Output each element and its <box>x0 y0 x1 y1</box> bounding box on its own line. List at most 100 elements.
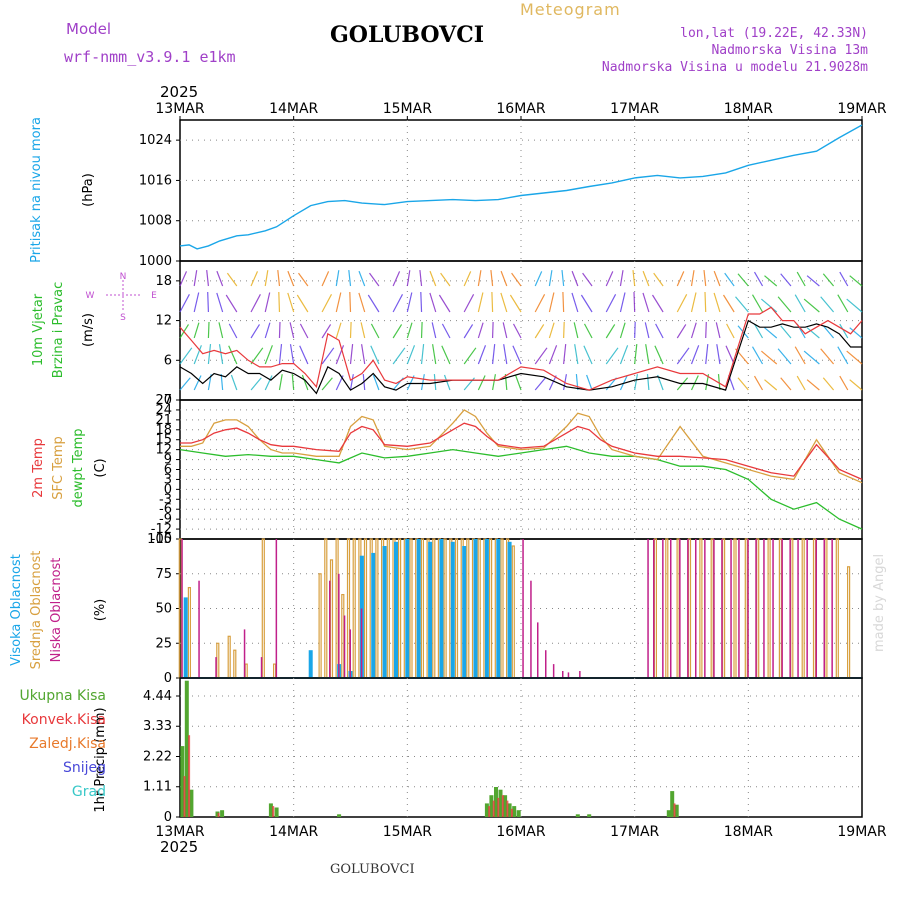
cloud-bar <box>466 538 470 679</box>
wind-arrow <box>296 294 309 313</box>
wind-arrow <box>651 294 664 313</box>
wind-arrow <box>753 271 764 287</box>
wind-arrow <box>438 294 451 313</box>
cloud-ylabel-mid: Srednja Oblacnost <box>29 551 44 670</box>
precipitation-frame <box>179 677 863 818</box>
precipitation-panel: 0 1.11 2.22 3.33 4.44 <box>143 677 863 825</box>
wind-arrow <box>713 270 721 287</box>
wind-unit: (m/s) <box>81 313 96 347</box>
y-tick-label: 75 <box>155 567 172 582</box>
wind-arrow <box>193 322 200 339</box>
cloud-bar <box>360 608 363 678</box>
wind-arrow <box>220 374 224 391</box>
wind-arrow <box>676 294 688 313</box>
precip-total-bar <box>220 810 225 817</box>
wind-arrow <box>372 374 380 391</box>
wind-arrow <box>753 323 764 339</box>
cloud-bar <box>484 539 489 678</box>
wind-arrow <box>250 347 264 365</box>
cloud-bar <box>382 546 387 678</box>
cloud-bar <box>386 538 390 679</box>
cloud-bar <box>273 663 277 679</box>
wind-arrow <box>463 271 472 287</box>
precip-convective-bar <box>492 800 495 817</box>
wind-arrow <box>737 377 749 391</box>
pressure-frame <box>179 119 863 262</box>
wind-arrow <box>179 324 190 339</box>
cloud-bar <box>420 538 424 679</box>
wind-arrow <box>349 321 352 339</box>
cloud-bar <box>801 538 805 679</box>
wind-arrow <box>503 344 508 365</box>
wind-arrow <box>441 323 451 339</box>
precip-convective-bar <box>510 808 513 817</box>
wind-arrow <box>298 272 309 287</box>
wind-ylabel-1: 10m Vjetar <box>31 293 46 366</box>
cloud-bar <box>530 580 532 678</box>
wind-arrow <box>846 298 863 313</box>
y-tick-label: 0 <box>164 393 172 408</box>
y-tick-label: 2.22 <box>143 749 172 764</box>
compass-n: N <box>120 272 127 282</box>
precip-total-bar <box>674 804 679 817</box>
wind-arrow <box>264 375 273 391</box>
wind-arrow <box>429 270 437 287</box>
wind-arrow <box>441 345 451 365</box>
wind-arrow <box>443 374 451 391</box>
wind-arrow <box>761 350 778 365</box>
cloud-bar <box>846 566 851 679</box>
cloud-bar <box>790 538 794 679</box>
x-tick-label-top: 15MAR <box>383 101 432 117</box>
wind-arrow <box>690 375 699 391</box>
wind-arrow <box>644 322 650 339</box>
wind-arrow <box>477 375 486 391</box>
cloud-panel: 0 25 50 75 100 <box>147 532 863 686</box>
precip-total-bar <box>575 814 580 817</box>
cloud-bar <box>662 539 664 678</box>
wind-arrow <box>794 294 806 313</box>
wind-arrow <box>216 270 224 287</box>
wind-arrow <box>764 379 778 391</box>
cloud-bar <box>699 538 703 679</box>
cloud-bar <box>704 539 706 678</box>
wind-arrow <box>722 294 735 313</box>
wind-arrow <box>583 323 593 339</box>
wind-arrow <box>193 270 198 287</box>
wind-arrow <box>477 270 482 287</box>
wind-arrow <box>491 374 496 391</box>
wind-arrow <box>358 292 366 313</box>
wind-arrow <box>849 327 863 339</box>
wind-arrow <box>777 296 792 313</box>
footer-station: GOLUBOVCI <box>330 862 415 877</box>
wind-arrow <box>796 271 806 287</box>
precip-convective-bar <box>272 806 275 817</box>
wind-arrow <box>206 270 210 287</box>
wind-arrow <box>642 292 650 313</box>
wind-arrow <box>586 374 593 391</box>
wind-arrow <box>420 344 425 365</box>
x-tick-label-top: 16MAR <box>496 101 545 117</box>
wind-arrow <box>433 374 437 391</box>
cloud-bar <box>772 539 774 678</box>
cloud-bar <box>260 657 263 678</box>
wind-arrow <box>803 350 820 365</box>
cloud-bar <box>428 541 433 678</box>
cloud-bar <box>823 539 825 678</box>
wind-arrow <box>301 374 309 391</box>
wind-arrow <box>690 292 697 313</box>
cloud-bar <box>244 663 248 679</box>
wind-arrow <box>642 270 650 287</box>
cloud-bar <box>653 539 655 678</box>
pressure-ylabel: Pritisak na nivou mora <box>29 117 44 263</box>
wind-arrow <box>653 272 664 287</box>
cloud-bar <box>443 538 447 679</box>
cloud-bar <box>489 538 493 679</box>
precip-convective-bar <box>217 812 220 817</box>
wind-arrow <box>704 291 707 313</box>
cloud-bar <box>215 657 217 678</box>
wind-arrow <box>703 270 707 287</box>
wind-arrow <box>803 298 820 313</box>
wind-arrow <box>335 322 342 339</box>
cloud-bar <box>477 538 481 679</box>
